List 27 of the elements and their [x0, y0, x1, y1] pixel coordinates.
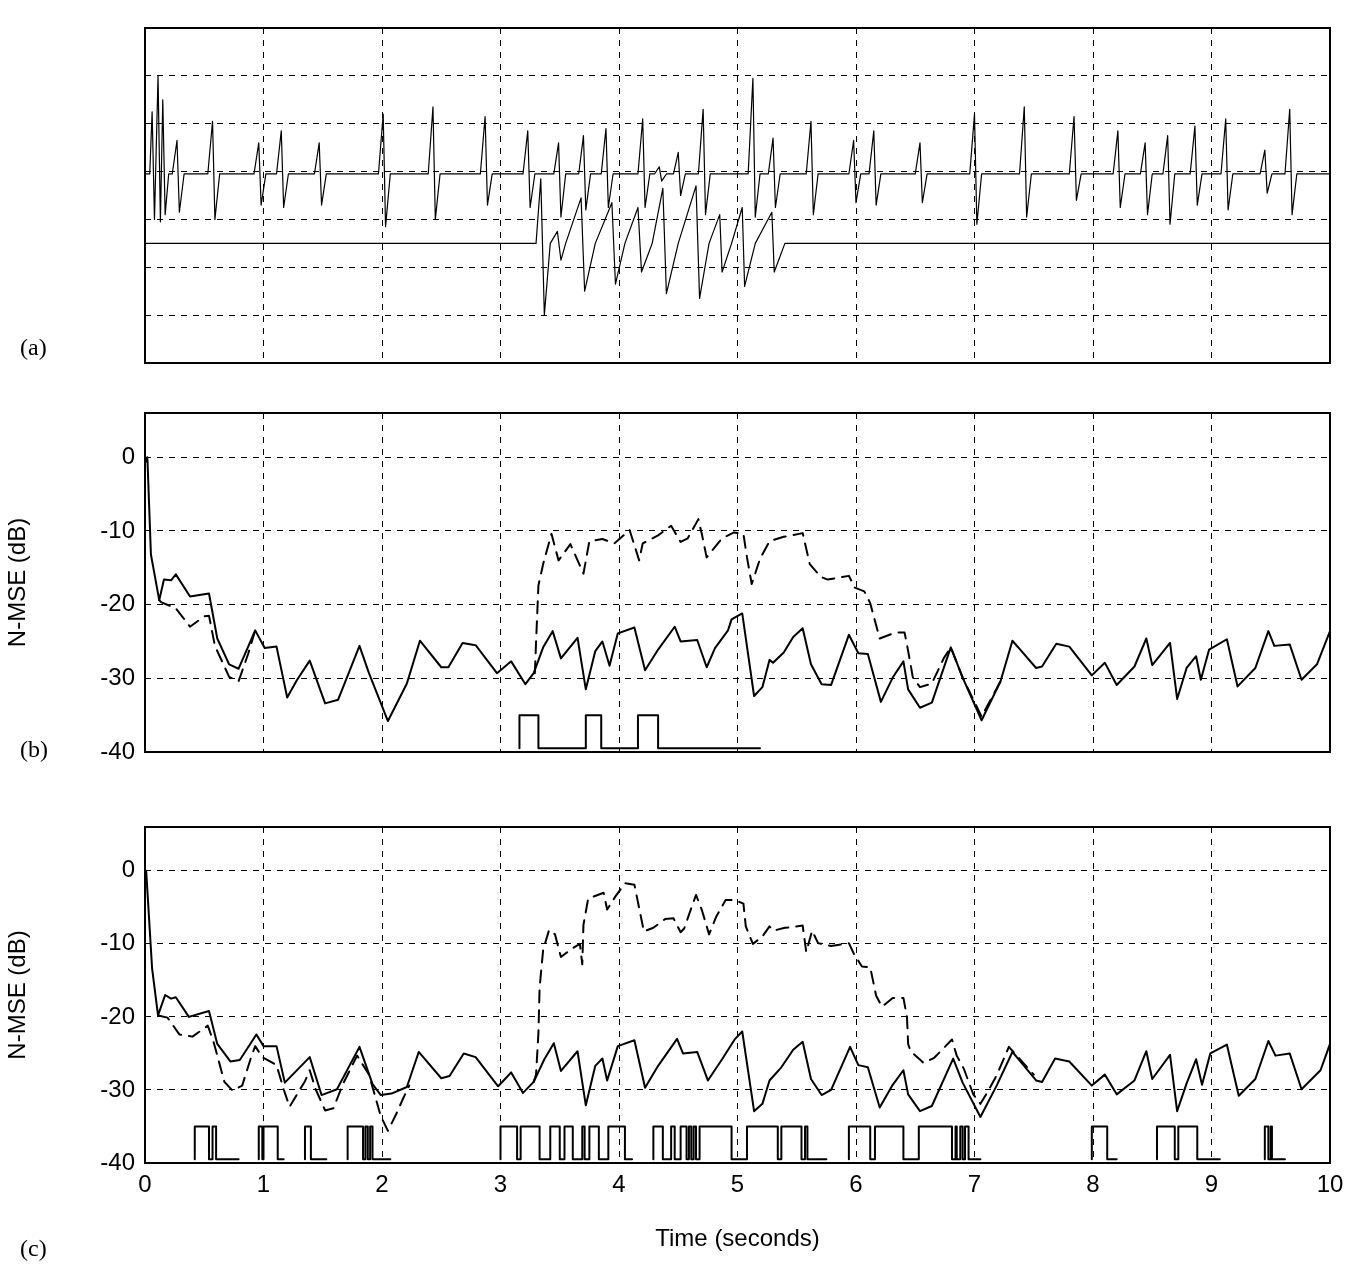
x-tick-label: 0	[138, 1170, 152, 1198]
y-axis-title: N-MSE (dB)	[3, 517, 31, 648]
y-tick-label: -20	[100, 1001, 135, 1029]
y-tick-label: -20	[100, 589, 135, 617]
x-tick-label: 7	[967, 1170, 982, 1198]
y-tick-label: -10	[100, 928, 135, 956]
x-tick-label: 3	[493, 1170, 508, 1198]
x-tick-label: 5	[730, 1170, 745, 1198]
x-tick-label: 9	[1204, 1170, 1219, 1198]
y-tick-label: -10	[100, 515, 135, 543]
x-tick-label: 1	[256, 1170, 271, 1198]
y-tick-label: 0	[121, 855, 135, 883]
y-tick-label: 0	[121, 441, 135, 469]
y-tick-label: -30	[100, 1074, 135, 1102]
x-tick-label: 6	[849, 1170, 863, 1198]
x-tick-label: 8	[1086, 1170, 1100, 1198]
y-axis-title: N-MSE (dB)	[3, 930, 31, 1060]
text: (a)	[20, 334, 47, 360]
text: (b)	[20, 736, 48, 762]
x-tick-label: 4	[612, 1170, 626, 1198]
x-axis-title: Time (seconds)	[655, 1224, 820, 1252]
text: (c)	[20, 1235, 47, 1261]
y-tick-label: -40	[100, 736, 135, 764]
x-tick-label: 2	[375, 1170, 389, 1198]
y-tick-label: -40	[100, 1147, 135, 1175]
x-tick-label: 10	[1316, 1170, 1344, 1198]
y-tick-label: -30	[100, 662, 135, 690]
